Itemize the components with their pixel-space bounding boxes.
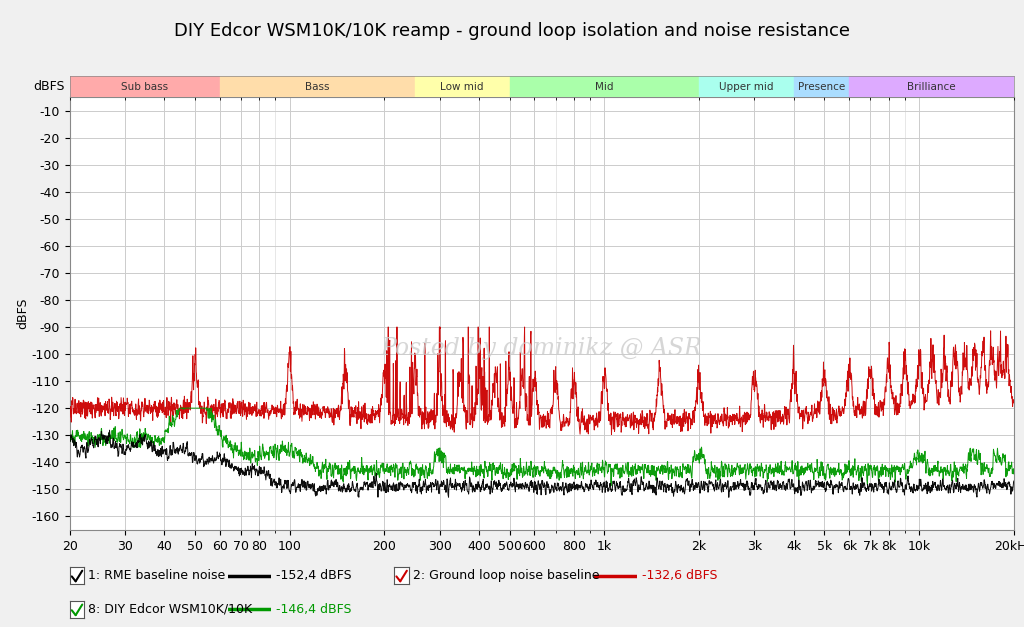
Text: 8: DIY Edcor WSM10K/10K: 8: DIY Edcor WSM10K/10K [88, 603, 252, 616]
Bar [849, 76, 1014, 97]
Text: DIY Edcor WSM10K/10K reamp - ground loop isolation and noise resistance: DIY Edcor WSM10K/10K reamp - ground loop… [174, 22, 850, 40]
Bar [510, 76, 699, 97]
Text: dBFS: dBFS [33, 80, 65, 93]
Text: -152,4 dBFS: -152,4 dBFS [276, 569, 352, 582]
Text: 2: Ground loop noise baseline: 2: Ground loop noise baseline [413, 569, 599, 582]
Text: Low mid: Low mid [440, 82, 484, 92]
Text: Sub bass: Sub bass [121, 82, 168, 92]
Bar [699, 76, 794, 97]
Bar [415, 76, 510, 97]
Text: Bass: Bass [305, 82, 330, 92]
Text: Brilliance: Brilliance [907, 82, 955, 92]
Text: -132,6 dBFS: -132,6 dBFS [642, 569, 718, 582]
Bar [794, 76, 849, 97]
Text: Posted by dominikz @ ASR: Posted by dominikz @ ASR [381, 337, 702, 360]
Y-axis label: dBFS: dBFS [15, 298, 29, 329]
Text: 1: RME baseline noise: 1: RME baseline noise [88, 569, 225, 582]
Bar [220, 76, 415, 97]
Text: Presence: Presence [798, 82, 845, 92]
Text: Upper mid: Upper mid [719, 82, 774, 92]
Text: Mid: Mid [595, 82, 613, 92]
Text: -146,4 dBFS: -146,4 dBFS [276, 603, 352, 616]
Bar [70, 76, 220, 97]
